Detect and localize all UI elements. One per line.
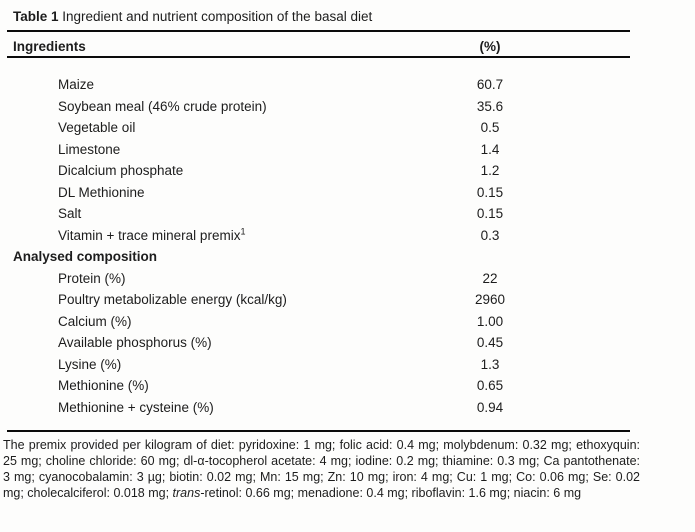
row-label: DL Methionine (58, 184, 145, 200)
table-row: Lysine (%) 1.3 (0, 354, 695, 376)
table-row: DL Methionine 0.15 (0, 182, 695, 204)
footnote-text-1: The premix provided per kilogram of diet… (3, 438, 640, 500)
row-value: 2960 (474, 292, 506, 307)
row-value: 0.65 (476, 378, 504, 393)
rule-bottom (7, 430, 630, 432)
table-row: Vegetable oil 0.5 (0, 117, 695, 139)
row-value: 0.45 (476, 335, 504, 350)
row-value: 1.00 (476, 313, 504, 329)
row-value: 0.94 (476, 399, 504, 415)
table-row: Maize 60.7 (0, 74, 695, 96)
table-row: Protein (%) 22 (0, 268, 695, 290)
row-value: 60.7 (476, 77, 504, 92)
section-label: Analysed composition (13, 249, 158, 264)
table-row: Dicalcium phosphate 1.2 (0, 160, 695, 182)
row-label: Soybean meal (46% crude protein) (58, 98, 267, 114)
row-label: Methionine (%) (58, 378, 149, 393)
row-label: Salt (58, 206, 82, 221)
row-label: Available phosphorus (%) (58, 335, 212, 350)
row-label: Limestone (58, 141, 121, 157)
table-row: Limestone 1.4 (0, 139, 695, 161)
table-caption: Table 1 Ingredient and nutrient composit… (13, 9, 372, 24)
table-row: Poultry metabolizable energy (kcal/kg) 2… (0, 289, 695, 311)
row-value: 0.3 (480, 227, 500, 243)
row-value: 1.3 (480, 356, 500, 372)
rule-header (7, 56, 630, 58)
row-label: Vegetable oil (58, 120, 136, 135)
row-label: Maize (58, 77, 95, 92)
table-section-header: Analysed composition (0, 246, 695, 268)
table-row: Salt 0.15 (0, 203, 695, 225)
row-value: 1.4 (480, 141, 500, 157)
row-label: Vitamin + trace mineral premix1 (58, 226, 246, 243)
row-label: Poultry metabolizable energy (kcal/kg) (58, 292, 287, 307)
column-header-percent: (%) (479, 39, 501, 54)
table-row: Available phosphorus (%) 0.45 (0, 332, 695, 354)
table-footnote: The premix provided per kilogram of diet… (3, 437, 640, 501)
row-label: Protein (%) (58, 270, 126, 286)
footnote-text-2: -retinol: 0.66 mg; menadione: 0.4 mg; ri… (200, 486, 582, 500)
row-value: 35.6 (476, 98, 504, 114)
row-value: 22 (482, 270, 498, 286)
row-label: Lysine (%) (58, 356, 122, 372)
rule-top (7, 30, 630, 32)
row-label: Dicalcium phosphate (58, 163, 184, 178)
column-header-ingredients: Ingredients (13, 39, 86, 54)
row-value: 0.15 (476, 184, 504, 200)
row-label-text: Vitamin + trace mineral premix (58, 227, 241, 243)
table-caption-text: Ingredient and nutrient composition of t… (58, 9, 373, 24)
table-row: Methionine + cysteine (%) 0.94 (0, 397, 695, 419)
table-caption-number: Table 1 (13, 9, 59, 24)
table-row: Soybean meal (46% crude protein) 35.6 (0, 96, 695, 118)
table-body: Maize 60.7 Soybean meal (46% crude prote… (0, 74, 695, 418)
row-value: 0.15 (476, 206, 504, 221)
table-row: Methionine (%) 0.65 (0, 375, 695, 397)
table-row: Calcium (%) 1.00 (0, 311, 695, 333)
table-row: Vitamin + trace mineral premix1 0.3 (0, 225, 695, 247)
row-label: Calcium (%) (58, 313, 132, 329)
footnote-italic-trans: trans (172, 486, 201, 500)
footnote-marker: 1 (240, 226, 246, 236)
row-value: 0.5 (480, 120, 500, 135)
row-value: 1.2 (480, 163, 500, 178)
row-label: Methionine + cysteine (%) (58, 399, 214, 415)
